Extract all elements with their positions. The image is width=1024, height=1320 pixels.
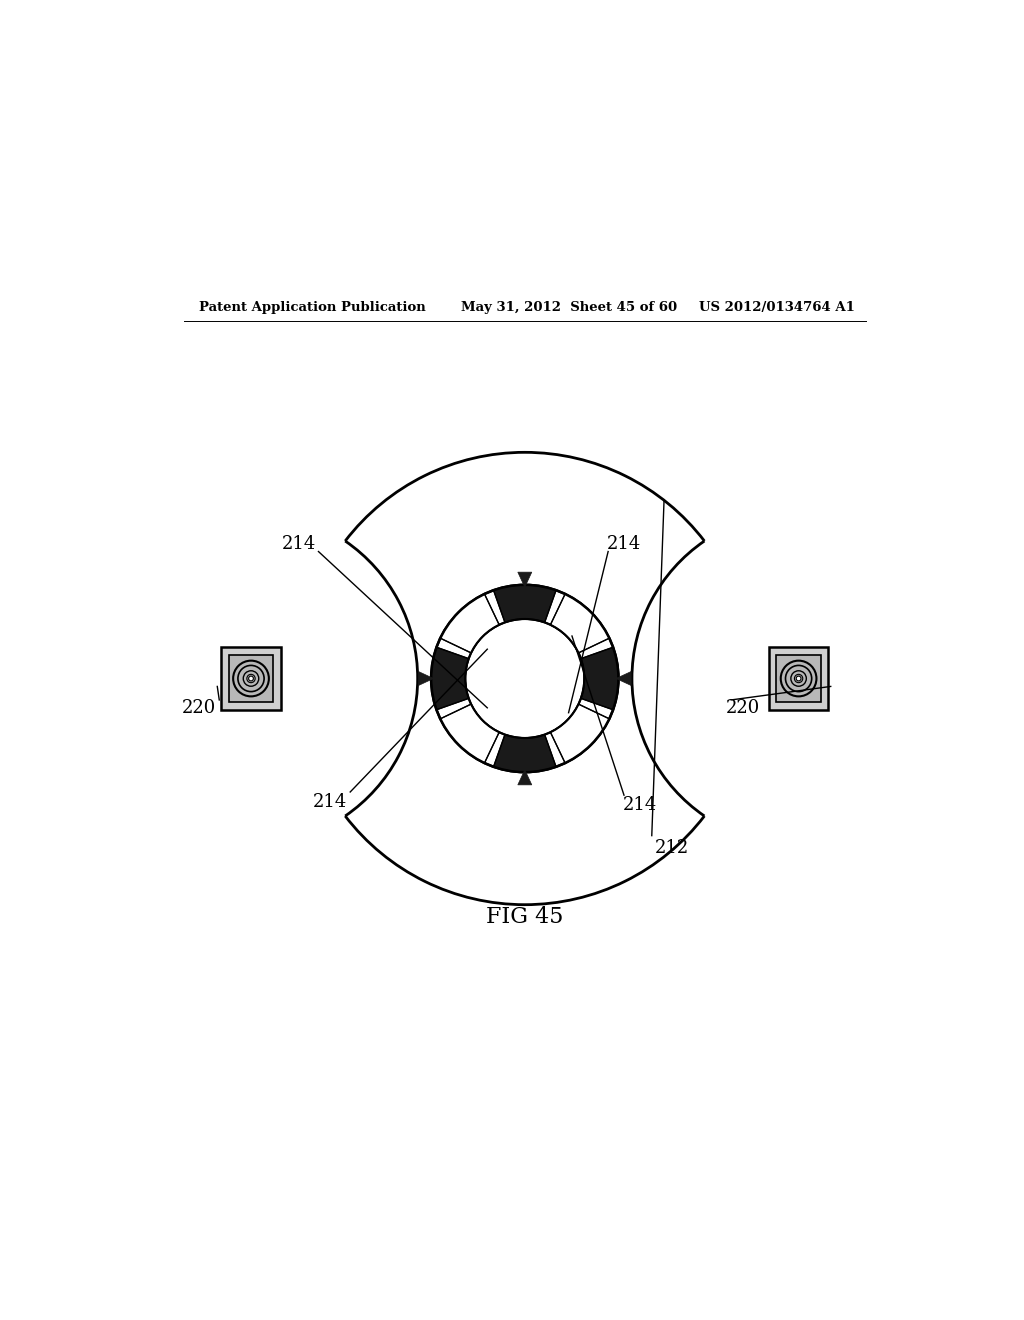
FancyBboxPatch shape [769, 647, 828, 710]
Circle shape [795, 675, 803, 682]
Wedge shape [440, 704, 499, 763]
Wedge shape [431, 647, 469, 710]
Text: 220: 220 [726, 698, 760, 717]
Circle shape [247, 675, 255, 682]
Text: US 2012/0134764 A1: US 2012/0134764 A1 [699, 301, 855, 314]
Text: FIG 45: FIG 45 [486, 906, 563, 928]
Wedge shape [440, 594, 499, 653]
Text: May 31, 2012  Sheet 45 of 60: May 31, 2012 Sheet 45 of 60 [461, 301, 678, 314]
Wedge shape [494, 735, 556, 772]
Circle shape [797, 676, 801, 681]
Polygon shape [419, 672, 433, 685]
Text: 214: 214 [623, 796, 657, 814]
Text: 214: 214 [607, 535, 641, 553]
Text: 214: 214 [282, 535, 315, 553]
Polygon shape [616, 672, 631, 685]
Circle shape [249, 676, 253, 681]
Wedge shape [551, 704, 609, 763]
FancyBboxPatch shape [221, 647, 281, 710]
Text: Patent Application Publication: Patent Application Publication [200, 301, 426, 314]
Text: 220: 220 [182, 698, 216, 717]
Text: 214: 214 [313, 792, 347, 810]
Text: 212: 212 [654, 838, 689, 857]
Wedge shape [551, 594, 609, 653]
Polygon shape [518, 770, 531, 785]
Wedge shape [581, 647, 618, 710]
FancyBboxPatch shape [776, 655, 821, 702]
Polygon shape [518, 572, 531, 587]
FancyBboxPatch shape [228, 655, 273, 702]
Wedge shape [494, 585, 556, 623]
